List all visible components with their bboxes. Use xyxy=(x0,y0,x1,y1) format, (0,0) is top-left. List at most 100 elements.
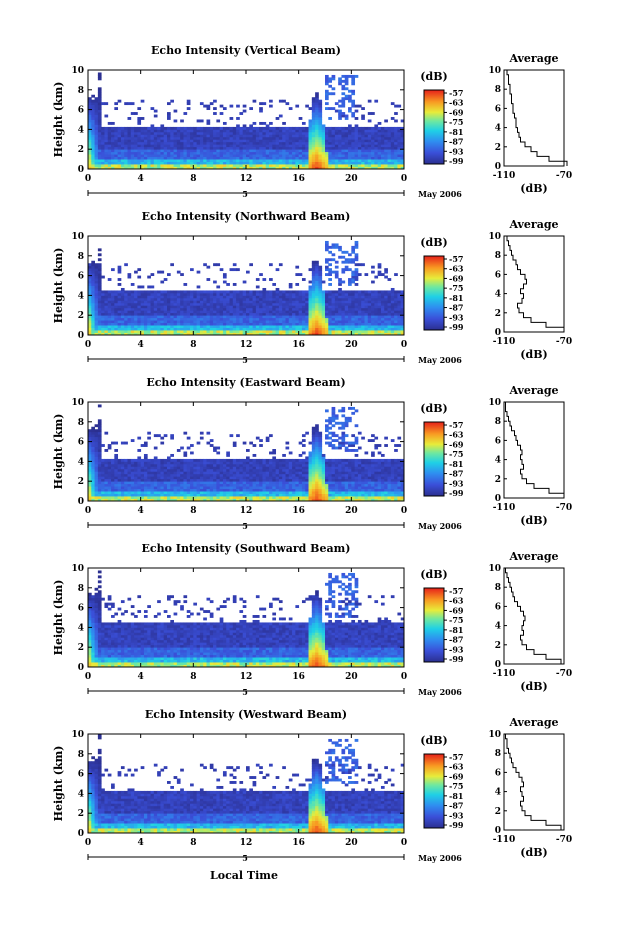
heatmap-cell xyxy=(124,136,128,140)
heatmap-cell xyxy=(180,300,184,304)
heatmap-cell xyxy=(153,131,158,135)
heatmap-cell xyxy=(285,322,290,326)
heatmap-cell xyxy=(97,146,102,150)
heatmap-cell xyxy=(282,330,286,333)
heatmap-cell xyxy=(315,139,319,143)
heatmap-cell xyxy=(209,131,214,135)
heatmap-cell xyxy=(209,305,214,309)
heatmap-cell xyxy=(117,136,122,140)
heatmap-cell xyxy=(196,312,201,316)
heatmap-cell xyxy=(367,325,372,328)
heatmap-cell xyxy=(269,317,273,321)
heatmap-cell xyxy=(344,325,349,328)
heatmap-cell xyxy=(348,159,352,162)
heatmap-cell xyxy=(255,149,260,153)
heatmap-cell xyxy=(97,141,102,145)
heatmap-cell xyxy=(338,99,342,103)
heatmap-cell xyxy=(367,112,372,115)
heatmap-cell xyxy=(252,295,257,299)
heatmap-cell xyxy=(390,144,395,148)
heatmap-cell xyxy=(213,300,217,304)
heatmap-cell xyxy=(199,290,204,294)
heatmap-cell xyxy=(143,141,148,145)
heatmap-cell xyxy=(265,300,270,304)
heatmap-cell xyxy=(88,275,92,279)
heatmap-cell xyxy=(196,139,201,143)
heatmap-cell xyxy=(143,496,148,499)
heatmap-cell xyxy=(140,493,145,497)
heatmap-cell xyxy=(196,149,201,153)
heatmap-cell xyxy=(315,102,319,106)
heatmap-cell xyxy=(285,102,290,106)
heatmap-cell xyxy=(88,292,92,296)
heatmap-cell xyxy=(127,159,132,162)
heatmap-cell xyxy=(117,141,122,145)
heatmap-cell xyxy=(341,139,346,143)
heatmap-cell xyxy=(371,159,375,162)
heatmap-cell xyxy=(190,151,194,155)
heatmap-cell xyxy=(308,327,313,331)
heatmap-cell xyxy=(180,468,184,472)
heatmap-cell xyxy=(203,468,207,472)
heatmap-cell xyxy=(104,481,109,485)
heatmap-cell xyxy=(394,292,398,296)
heatmap-cell xyxy=(232,156,237,160)
heatmap-cell xyxy=(213,468,217,472)
heatmap-cell xyxy=(176,483,181,487)
heatmap-cell xyxy=(88,114,92,118)
heatmap-cell xyxy=(364,315,369,319)
heatmap-cell xyxy=(236,161,240,165)
heatmap-cell xyxy=(120,287,125,291)
heatmap-cell xyxy=(120,330,125,333)
heatmap-cell xyxy=(137,320,142,324)
heatmap-cell xyxy=(348,144,352,148)
heatmap-cell xyxy=(150,292,155,296)
heatmap-cell xyxy=(143,488,148,492)
heatmap-cell xyxy=(107,486,112,490)
heatmap-cell xyxy=(173,151,178,155)
heatmap-cell xyxy=(101,496,105,499)
heatmap-cell xyxy=(114,310,119,314)
heatmap-cell xyxy=(150,285,155,289)
heatmap-cell xyxy=(232,493,237,497)
heatmap-cell xyxy=(397,164,402,167)
heatmap-cell xyxy=(183,310,188,314)
heatmap-cell xyxy=(219,134,224,138)
heatmap-cell xyxy=(232,468,237,472)
heatmap-cell xyxy=(186,161,191,165)
heatmap-cell xyxy=(127,463,132,467)
heatmap-cell xyxy=(216,136,221,140)
heatmap-cell xyxy=(163,129,168,133)
heatmap-cell xyxy=(153,141,158,145)
heatmap-cell xyxy=(183,496,188,499)
heatmap-cell xyxy=(157,488,161,492)
heatmap-cell xyxy=(232,129,237,133)
heatmap-cell xyxy=(147,320,151,324)
heatmap-cell xyxy=(325,97,329,101)
heatmap-cell xyxy=(160,496,165,499)
heatmap-cell xyxy=(160,332,165,336)
heatmap-cell xyxy=(361,330,365,333)
heatmap-cell xyxy=(282,126,286,130)
heatmap-cell xyxy=(308,131,313,135)
heatmap-cell xyxy=(246,154,250,158)
heatmap-cell xyxy=(94,446,99,450)
heatmap-cell xyxy=(367,156,372,160)
heatmap-cell xyxy=(114,290,119,294)
heatmap-cell xyxy=(94,97,99,101)
heatmap-cell xyxy=(150,136,155,140)
heatmap-cell xyxy=(183,486,188,490)
heatmap-cell xyxy=(97,104,102,108)
heatmap-cell xyxy=(265,310,270,314)
heatmap-cell xyxy=(298,312,303,316)
heatmap-cell xyxy=(229,310,234,314)
heatmap-cell xyxy=(127,273,132,277)
heatmap-cell xyxy=(292,292,296,296)
heatmap-cell xyxy=(94,141,99,145)
heatmap-cell xyxy=(104,131,109,135)
heatmap-cell xyxy=(232,473,237,477)
heatmap-cell xyxy=(173,325,178,328)
heatmap-cell xyxy=(196,310,201,314)
heatmap-cell xyxy=(140,486,145,490)
heatmap-cell xyxy=(315,159,319,162)
